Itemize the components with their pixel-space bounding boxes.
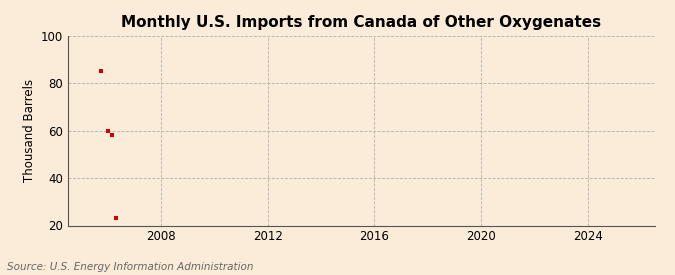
- Y-axis label: Thousand Barrels: Thousand Barrels: [22, 79, 36, 182]
- Point: [111, 216, 122, 221]
- Point: [107, 133, 117, 138]
- Text: Source: U.S. Energy Information Administration: Source: U.S. Energy Information Administ…: [7, 262, 253, 272]
- Point: [95, 69, 106, 73]
- Title: Monthly U.S. Imports from Canada of Other Oxygenates: Monthly U.S. Imports from Canada of Othe…: [121, 15, 601, 31]
- Point: [102, 128, 113, 133]
